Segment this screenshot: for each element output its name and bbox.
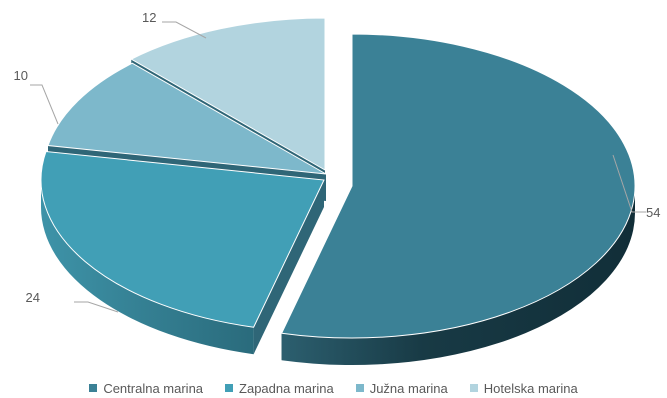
legend-item: Hotelska marina <box>469 380 578 396</box>
data-label: 12 <box>142 10 156 25</box>
pie-slice-top <box>280 33 636 339</box>
legend-item: Zapadna marina <box>225 381 334 396</box>
leader-line <box>612 154 646 213</box>
pie-slice-side <box>41 180 254 355</box>
data-label: 10 <box>14 68 28 83</box>
data-label: 24 <box>26 290 40 305</box>
pie-slice-top <box>47 62 327 175</box>
pie-slice-wall <box>253 180 324 355</box>
legend-swatch <box>355 384 364 392</box>
leader-line <box>74 301 119 313</box>
legend-item: Centralna marina <box>89 381 203 396</box>
legend-swatch <box>225 384 234 392</box>
pie-slice-centralna-marina <box>280 33 636 366</box>
legend-label: Južna marina <box>369 380 448 396</box>
legend-item: Južna marina <box>355 380 448 396</box>
pie-slice-zapadna-marina <box>40 150 325 355</box>
legend-label: Hotelska marina <box>483 380 578 396</box>
pie-slice-top <box>130 17 326 171</box>
legend-label: Zapadna marina <box>239 380 334 396</box>
legend: Centralna marina Zapadna marina Južna mari… <box>0 378 667 398</box>
pie-slice-side <box>281 186 635 366</box>
legend-swatch <box>89 384 98 392</box>
leader-line <box>30 84 59 125</box>
leader-line <box>162 21 207 39</box>
pie-slice-top <box>40 150 325 328</box>
legend-label: Centralna marina <box>103 380 204 396</box>
legend-swatch <box>469 384 478 392</box>
pie-chart: 54 24 10 12 <box>14 10 660 366</box>
data-label: 54 <box>646 205 660 220</box>
